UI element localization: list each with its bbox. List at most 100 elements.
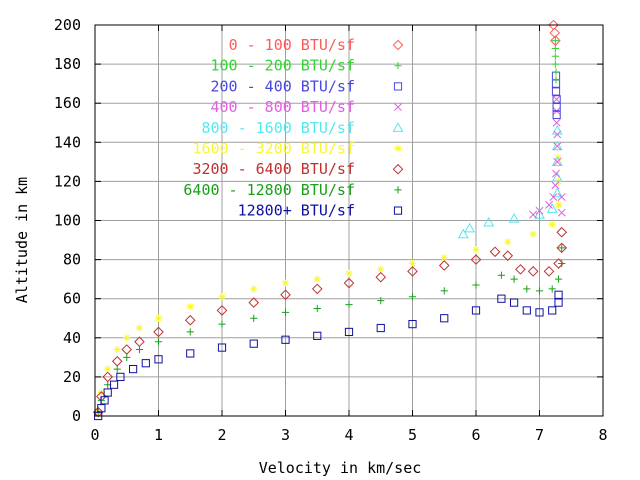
data-point-marker bbox=[408, 259, 417, 268]
legend-marker bbox=[394, 144, 402, 153]
data-point-marker bbox=[489, 246, 501, 258]
data-point-marker bbox=[551, 37, 559, 45]
data-point-marker bbox=[545, 200, 553, 209]
data-point-marker bbox=[551, 140, 563, 151]
y-tick-label: 60 bbox=[63, 290, 81, 308]
y-tick-label: 160 bbox=[54, 94, 81, 112]
x-tick-label: 5 bbox=[408, 426, 417, 444]
data-point-marker bbox=[408, 320, 417, 329]
data-point-marker bbox=[551, 52, 559, 60]
x-tick-label: 8 bbox=[598, 426, 607, 444]
y-tick-label: 0 bbox=[72, 407, 81, 425]
data-point-marker bbox=[218, 320, 226, 328]
y-tick-label: 40 bbox=[63, 329, 81, 347]
data-point-marker bbox=[546, 203, 558, 213]
legend-marker bbox=[394, 186, 402, 194]
data-point-marker bbox=[510, 275, 518, 283]
data-point-marker bbox=[343, 277, 355, 289]
data-point-marker bbox=[281, 308, 290, 316]
data-point-marker bbox=[472, 281, 480, 289]
data-point-marker bbox=[556, 226, 568, 238]
data-point-marker bbox=[154, 355, 163, 364]
legend-marker bbox=[392, 122, 404, 132]
legend-marker bbox=[392, 163, 404, 175]
data-point-marker bbox=[551, 181, 560, 190]
data-point-marker bbox=[457, 228, 469, 239]
data-point-marker bbox=[408, 293, 417, 301]
data-point-marker bbox=[553, 130, 562, 139]
data-point-marker bbox=[129, 364, 138, 374]
data-point-marker bbox=[556, 242, 568, 254]
data-point-marker bbox=[551, 187, 563, 198]
data-point-marker bbox=[497, 294, 506, 303]
data-point-marker bbox=[553, 142, 562, 151]
legend: 0 - 100 BTU/sf 100 - 200 BTU/sf 200 - 400 … bbox=[183, 36, 404, 220]
data-point-marker bbox=[186, 349, 195, 358]
x-tick-label: 0 bbox=[90, 426, 99, 444]
y-tick-label: 20 bbox=[63, 368, 81, 386]
data-point-marker bbox=[249, 339, 258, 348]
data-point-marker bbox=[470, 254, 482, 265]
data-point-marker bbox=[184, 314, 196, 326]
series-8 bbox=[94, 244, 566, 416]
data-point-marker bbox=[548, 220, 556, 229]
data-point-marker bbox=[100, 396, 109, 405]
data-point-marker bbox=[344, 327, 354, 337]
y-tick-label: 120 bbox=[54, 172, 81, 190]
data-point-marker bbox=[281, 335, 290, 344]
data-point-marker bbox=[376, 323, 385, 333]
data-point-marker bbox=[483, 216, 495, 227]
x-axis-label: Velocity in km/sec bbox=[259, 459, 422, 477]
data-point-marker bbox=[313, 331, 322, 340]
data-point-marker bbox=[553, 157, 562, 166]
data-point-marker bbox=[552, 103, 561, 112]
legend-label: 12800+ BTU/sf bbox=[238, 202, 355, 220]
data-point-marker bbox=[313, 304, 321, 313]
data-point-marker bbox=[116, 372, 125, 381]
data-point-marker bbox=[123, 353, 131, 361]
data-point-marker bbox=[471, 306, 481, 315]
data-point-marker bbox=[550, 35, 561, 46]
data-point-marker bbox=[551, 156, 563, 166]
series-2 bbox=[551, 37, 560, 84]
legend-marker bbox=[392, 39, 404, 51]
data-point-marker bbox=[497, 271, 505, 279]
x-tick-label: 7 bbox=[535, 426, 544, 444]
data-point-marker bbox=[548, 285, 556, 293]
data-point-marker bbox=[551, 44, 559, 53]
x-tick-label: 4 bbox=[344, 426, 353, 444]
grid-lines bbox=[95, 25, 603, 416]
data-point-marker bbox=[440, 314, 449, 323]
data-point-marker bbox=[377, 265, 385, 273]
y-tick-label: 180 bbox=[54, 55, 81, 73]
data-point-marker bbox=[123, 334, 131, 342]
legend-label: 1600 - 3200 BTU/sf bbox=[192, 140, 355, 158]
data-point-marker bbox=[535, 206, 544, 215]
legend-marker bbox=[394, 62, 402, 70]
series-1 bbox=[548, 19, 561, 46]
data-point-marker bbox=[472, 246, 480, 254]
data-point-marker bbox=[104, 365, 112, 373]
data-point-marker bbox=[97, 404, 106, 413]
data-point-marker bbox=[549, 193, 558, 201]
data-point-marker bbox=[552, 76, 560, 84]
data-point-marker bbox=[345, 269, 353, 277]
data-point-marker bbox=[554, 154, 563, 162]
data-point-marker bbox=[154, 338, 163, 346]
data-point-marker bbox=[313, 275, 321, 283]
data-point-marker bbox=[549, 27, 561, 39]
data-point-marker bbox=[552, 110, 561, 120]
data-point-marker bbox=[109, 380, 119, 389]
x-tick-label: 3 bbox=[281, 426, 290, 444]
data-point-marker bbox=[186, 328, 194, 336]
data-point-marker bbox=[523, 285, 531, 293]
data-point-marker bbox=[551, 60, 559, 68]
data-point-marker bbox=[515, 264, 526, 275]
data-point-marker bbox=[250, 314, 258, 322]
x-tick-label: 6 bbox=[471, 426, 480, 444]
data-point-marker bbox=[464, 222, 476, 233]
legend-label: 200 - 400 BTU/sf bbox=[211, 77, 356, 95]
legend-marker bbox=[394, 103, 402, 112]
